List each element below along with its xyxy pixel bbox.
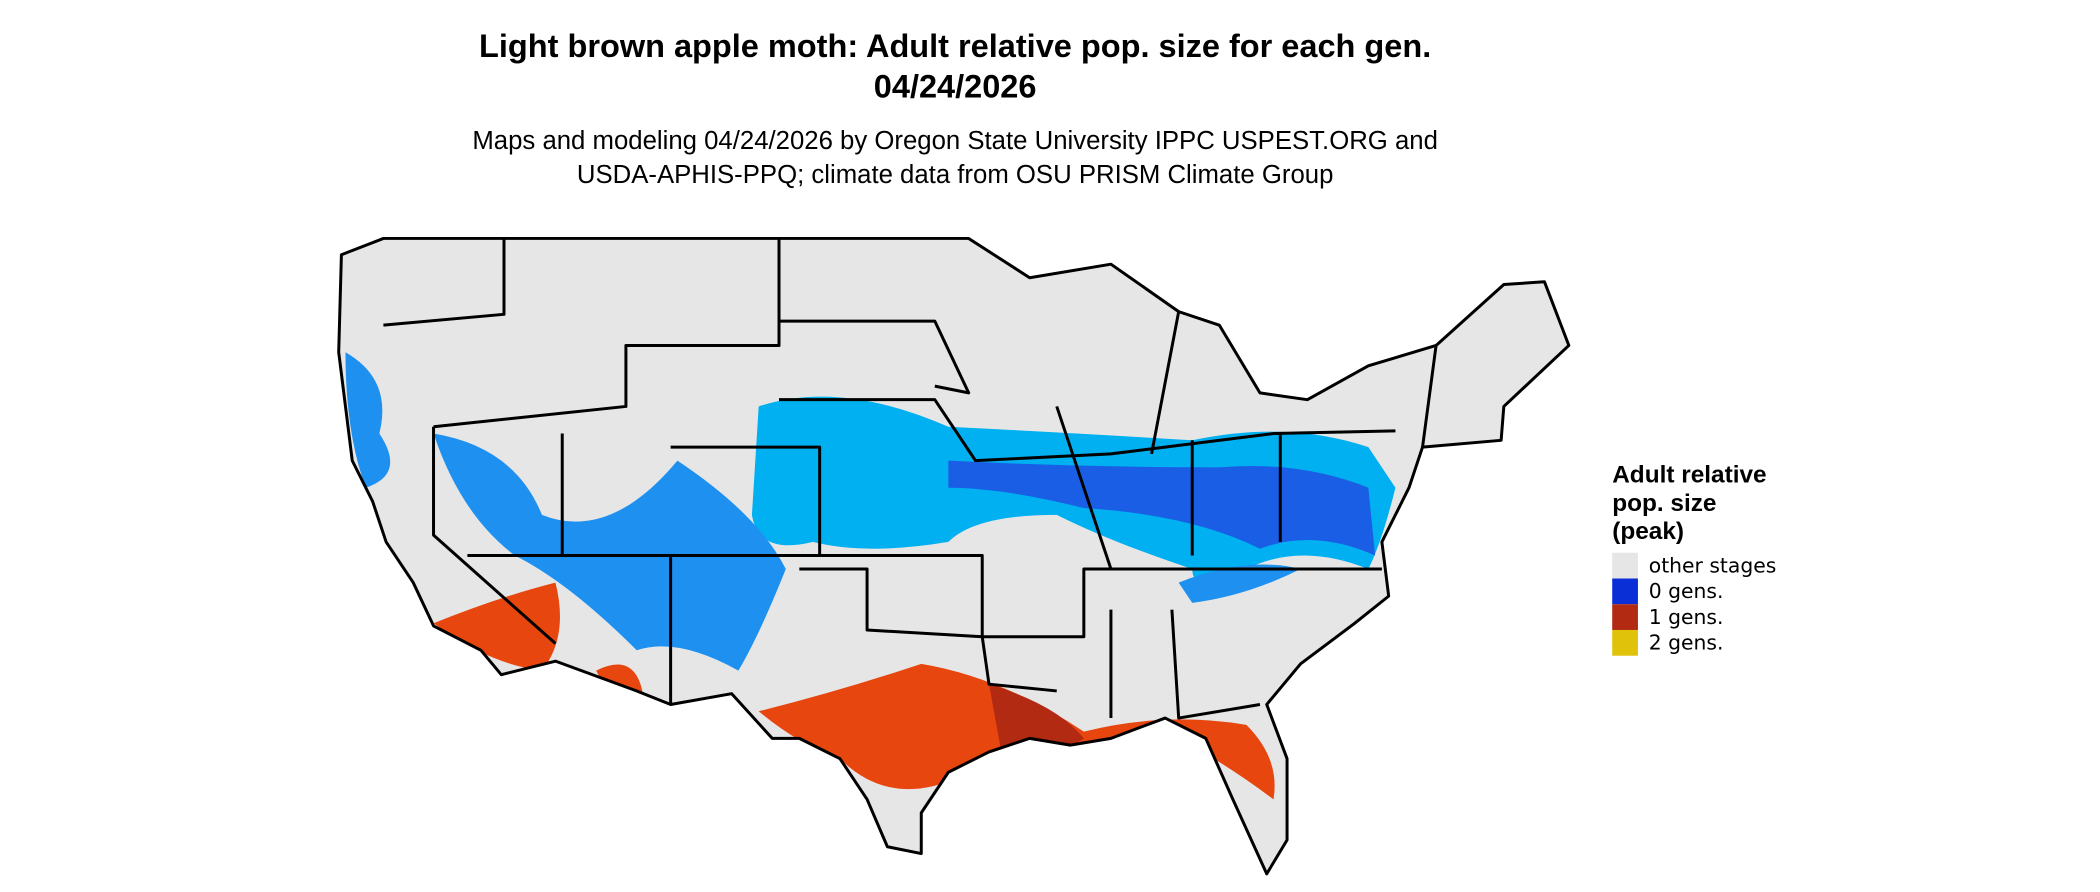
blue-area-dark [948,460,1376,556]
blue-area-west [433,433,786,671]
orange-area-west [433,582,644,698]
legend-title-1: Adult relative [1612,461,1766,488]
blue-area-east [1178,564,1301,603]
legend-label: other stages [1649,553,1777,577]
subtitle-line-1: Maps and modeling 04/24/2026 by Oregon S… [472,127,1438,155]
legend-title-2: pop. size [1612,490,1716,517]
blue-area-coast [345,352,391,488]
red-area [989,684,1084,761]
legend-swatch [1612,578,1638,605]
legend-label: 0 gens. [1649,579,1724,603]
legend-swatch [1612,629,1638,656]
legend-swatch [1612,604,1638,630]
legend-swatch [1612,552,1638,579]
legend: Adult relative pop. size (peak) other st… [1612,461,1777,656]
title-line-1: Light brown apple moth: Adult relative p… [479,28,1431,64]
model-layer [345,352,1396,800]
legend-label: 1 gens. [1649,605,1724,629]
state-lines [383,238,1438,720]
title-line-2: 04/24/2026 [874,69,1037,105]
canvas: Light brown apple moth: Adult relative p… [337,28,1777,876]
legend-title-3: (peak) [1612,518,1684,545]
us-map [337,236,1571,876]
subtitle-line-2: USDA-APHIS-PPQ; climate data from OSU PR… [577,161,1334,189]
legend-label: 2 gens. [1649,631,1724,655]
